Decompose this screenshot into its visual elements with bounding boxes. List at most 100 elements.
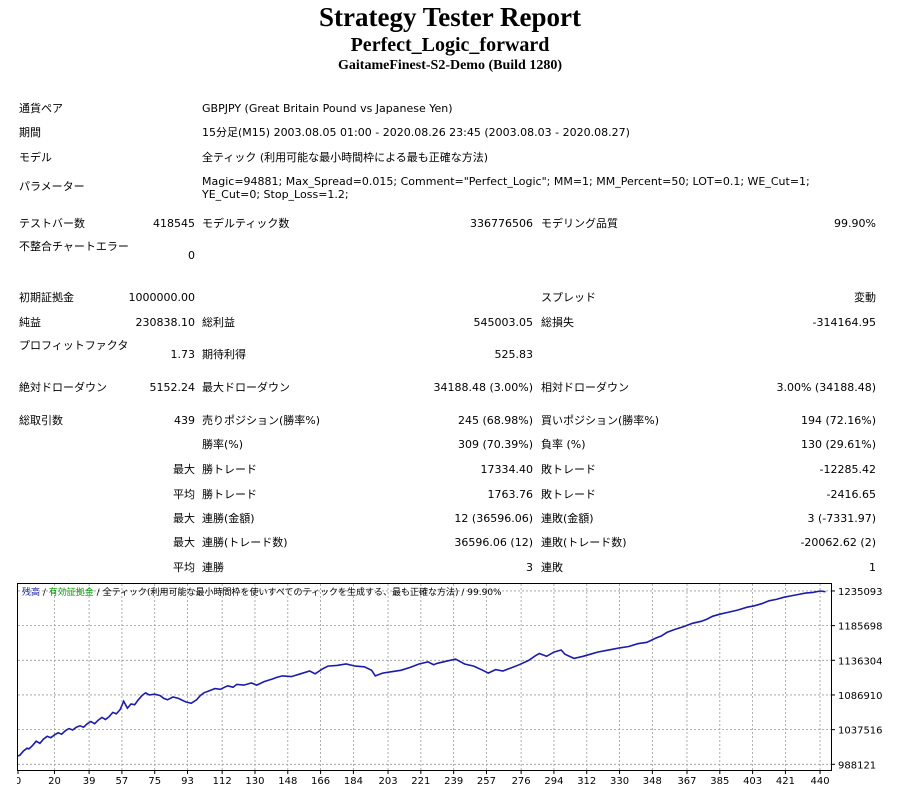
avg-cons-losses-label: 連敗 — [541, 561, 563, 574]
x-tick-label: 257 — [477, 776, 496, 787]
rel-drawdown-label: 相対ドローダウン — [541, 381, 629, 394]
profit-factor-label: プロフィットファクタ — [19, 339, 129, 352]
avg-loss-label: 敗トレード — [541, 488, 596, 501]
max-cons-count-prefix: 最大 — [173, 536, 195, 549]
expected-payoff-label: 期待利得 — [202, 348, 246, 361]
largest-win-label: 勝トレード — [202, 463, 257, 476]
y-tick-label: 1185698 — [838, 622, 883, 633]
abs-drawdown-value: 5152.24 — [149, 381, 196, 394]
x-tick-label: 166 — [311, 776, 330, 787]
legend-model: 全ティック(利用可能な最小時間枠を使いすべてのティックを生成する、最も正確な方法… — [103, 586, 459, 598]
params-value: Magic=94881; Max_Spread=0.015; Comment="… — [202, 175, 810, 201]
max-cons-prefix: 最大 — [173, 512, 195, 525]
period-label: 期間 — [19, 126, 41, 139]
net-value: 230838.10 — [135, 316, 196, 329]
cons-wins-count-label: 連勝(トレード数) — [202, 536, 288, 549]
x-tick-label: 385 — [710, 776, 729, 787]
avg-cons-wins-value: 3 — [526, 561, 533, 574]
gross-profit-value: 545003.05 — [473, 316, 534, 329]
avg-win-label: 勝トレード — [202, 488, 257, 501]
y-tick-label: 1136304 — [838, 656, 883, 667]
avg-win-value: 1763.76 — [487, 488, 534, 501]
expected-payoff-value: 525.83 — [494, 348, 534, 361]
max-drawdown-label: 最大ドローダウン — [202, 381, 290, 394]
cons-losses-amount-value: 3 (-7331.97) — [807, 512, 876, 525]
cons-losses-count-value: -20062.62 (2) — [800, 536, 876, 549]
bars-label: テストバー数 — [19, 217, 85, 230]
period-value: 15分足(M15) 2003.08.05 01:00 - 2020.08.26 … — [202, 126, 630, 139]
total-trades-value: 439 — [174, 414, 195, 427]
expert-name: Perfect_Logic_forward — [350, 34, 550, 56]
model-label: モデル — [19, 151, 52, 164]
legend-balance: 残高 — [22, 586, 40, 598]
avg-cons-wins-label: 連勝 — [202, 561, 224, 574]
x-tick-label: 0 — [17, 776, 21, 787]
y-tick-label: 1086910 — [838, 691, 883, 702]
x-tick-label: 184 — [344, 776, 363, 787]
short-positions-label: 売りポジション(勝率%) — [202, 414, 321, 427]
x-tick-label: 57 — [116, 776, 129, 787]
legend-sep-1: / — [40, 588, 49, 598]
net-label: 純益 — [19, 316, 41, 329]
cons-wins-amount-value: 12 (36596.06) — [454, 512, 533, 525]
x-tick-label: 221 — [411, 776, 430, 787]
x-tick-label: 20 — [48, 776, 61, 787]
ticks-label: モデルティック数 — [202, 217, 290, 230]
errors-label: 不整合チャートエラー — [19, 240, 129, 253]
x-tick-label: 148 — [278, 776, 297, 787]
x-tick-label: 75 — [148, 776, 161, 787]
gross-profit-label: 総利益 — [202, 316, 235, 329]
x-tick-label: 403 — [743, 776, 762, 787]
bars-value: 418545 — [153, 217, 195, 230]
cons-losses-count-label: 連敗(トレード数) — [541, 536, 627, 549]
legend-sep-3: / — [459, 588, 468, 598]
deposit-label: 初期証拠金 — [19, 291, 74, 304]
largest-win-value: 17334.40 — [480, 463, 534, 476]
gross-loss-label: 総損失 — [541, 316, 574, 329]
cons-wins-count-value: 36596.06 (12) — [454, 536, 533, 549]
x-tick-label: 421 — [776, 776, 795, 787]
legend-sep-2: / — [94, 588, 103, 598]
avg-loss-value: -2416.65 — [826, 488, 876, 501]
long-positions-value: 194 (72.16%) — [800, 414, 876, 427]
x-tick-label: 203 — [378, 776, 397, 787]
total-trades-label: 総取引数 — [19, 414, 63, 427]
spread-label: スプレッド — [541, 291, 596, 304]
largest-loss-label: 敗トレード — [541, 463, 596, 476]
x-tick-label: 239 — [444, 776, 463, 787]
deposit-value: 1000000.00 — [128, 291, 195, 304]
cons-wins-amount-label: 連勝(金額) — [202, 512, 255, 525]
report-title: Strategy Tester Report — [319, 2, 581, 32]
average-prefix: 平均 — [173, 488, 195, 501]
errors-value: 0 — [188, 249, 195, 262]
avg-cons-prefix: 平均 — [173, 561, 195, 574]
balance-chart: 残高 / 有効証拠金 / 全ティック(利用可能な最小時間枠を使いすべてのティック… — [15, 583, 900, 796]
quality-value: 99.90% — [834, 217, 876, 230]
x-tick-label: 276 — [512, 776, 531, 787]
x-tick-label: 440 — [811, 776, 830, 787]
ticks-value: 336776506 — [470, 217, 533, 230]
short-positions-value: 245 (68.98%) — [457, 414, 533, 427]
rel-drawdown-value: 3.00% (34188.48) — [776, 381, 876, 394]
long-positions-label: 買いポジション(勝率%) — [541, 414, 660, 427]
loss-rate-value: 130 (29.61%) — [800, 438, 876, 451]
spread-value: 変動 — [854, 291, 876, 304]
cons-losses-amount-label: 連敗(金額) — [541, 512, 594, 525]
x-tick-label: 330 — [610, 776, 629, 787]
largest-prefix: 最大 — [173, 463, 195, 476]
x-tick-label: 367 — [677, 776, 696, 787]
server-name: GaitameFinest-S2-Demo (Build 1280) — [338, 58, 562, 73]
profit-factor-value: 1.73 — [170, 348, 196, 361]
x-tick-label: 348 — [643, 776, 662, 787]
x-tick-label: 130 — [245, 776, 264, 787]
y-tick-label: 1235093 — [838, 587, 883, 598]
legend-equity: 有効証拠金 — [49, 586, 94, 598]
y-tick-label: 1037516 — [838, 726, 883, 737]
x-tick-label: 312 — [577, 776, 596, 787]
x-tick-label: 294 — [544, 776, 563, 787]
x-tick-label: 93 — [181, 776, 194, 787]
gross-loss-value: -314164.95 — [812, 316, 876, 329]
avg-cons-losses-value: 1 — [869, 561, 876, 574]
max-drawdown-value: 34188.48 (3.00%) — [433, 381, 533, 394]
win-rate-label: 勝率(%) — [202, 438, 244, 451]
